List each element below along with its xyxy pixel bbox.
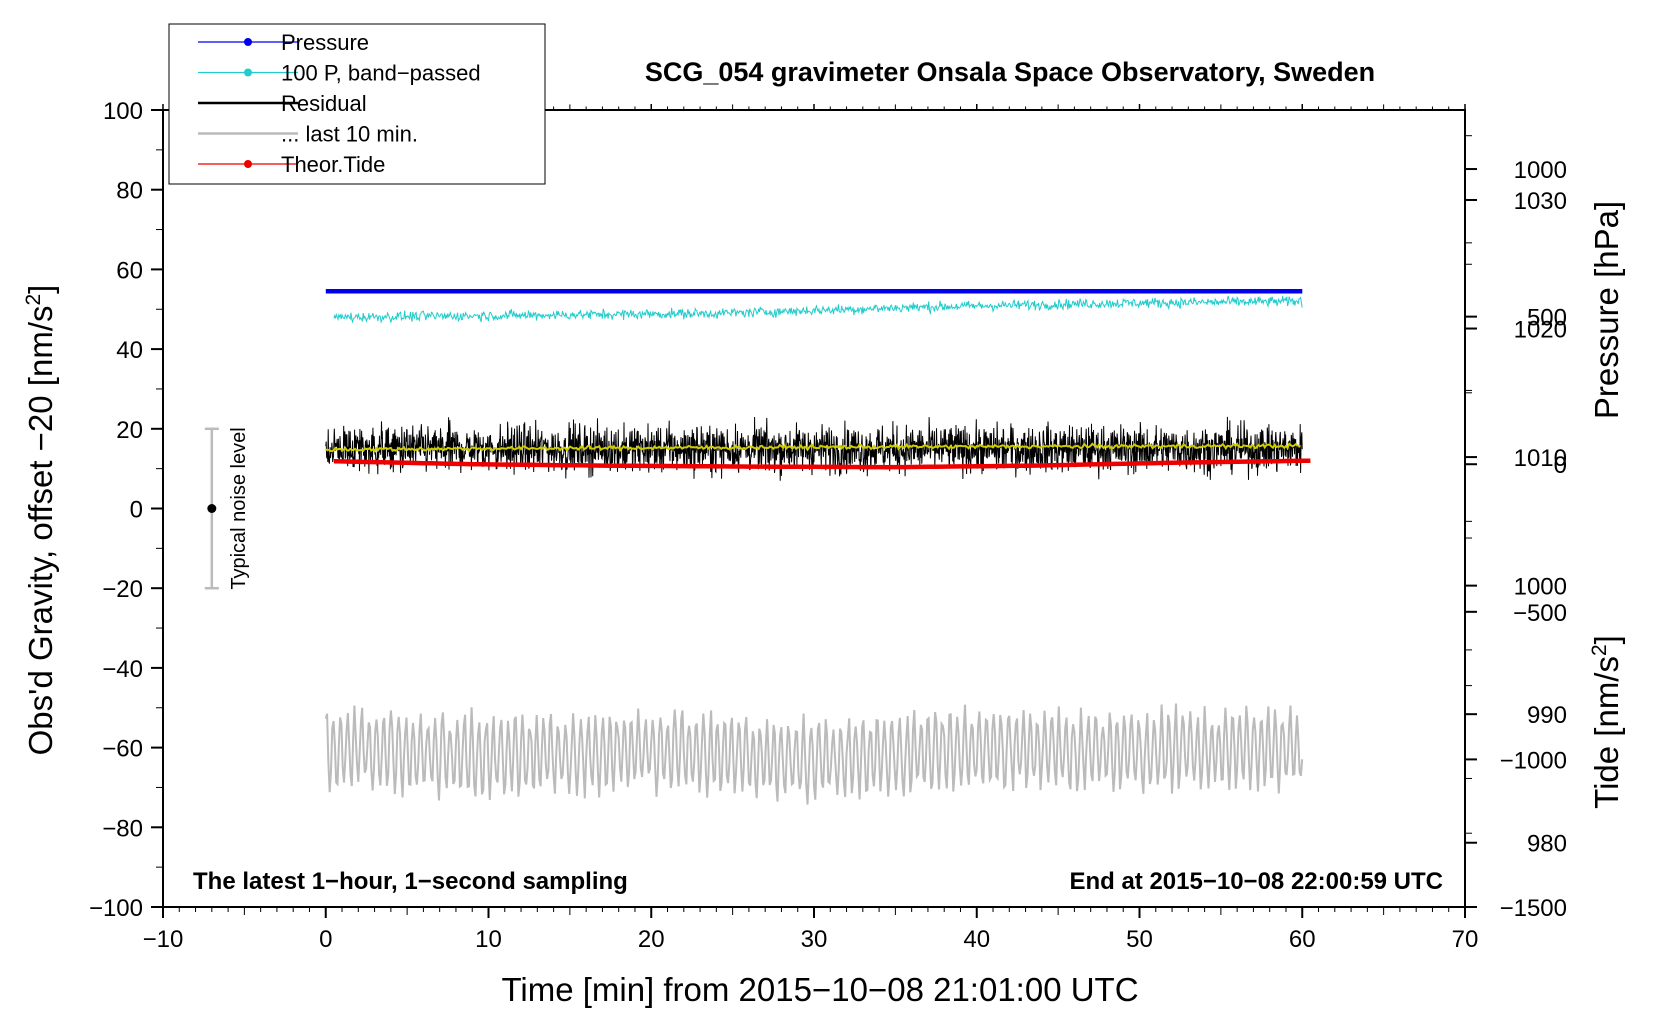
y-left-tick-label: −100 (89, 895, 143, 922)
y-pressure-tick-label: 1010 (1514, 445, 1567, 472)
y-tide-tick-label: 0 (1554, 452, 1567, 479)
x-axis-title: Time [min] from 2015−10−08 21:01:00 UTC (501, 971, 1138, 1008)
x-tick-label: 0 (319, 926, 332, 953)
y-left-tick-label: 100 (103, 98, 143, 125)
y-tide-tick-label: 1000 (1514, 157, 1567, 184)
axes-layer: −10 0 10 20 30 40 50 60 70100806040200−20−40−60−… (89, 98, 1567, 953)
y-axis-left-title-close: ] (22, 285, 59, 294)
y-left-tick-label: 80 (116, 178, 143, 205)
series-residual-mean (325, 442, 1301, 453)
x-tick-label: 60 (1289, 926, 1316, 953)
y-tide-tick-label: −500 (1513, 600, 1567, 627)
series-theor-tide (333, 458, 1311, 470)
x-tick-label: 20 (638, 926, 665, 953)
y-axis-tide-title-close: ] (1588, 635, 1625, 644)
y-axis-left-title-main: Obs'd Gravity, offset −20 [nm/s (22, 306, 59, 756)
noise-level-label: Typical noise level (228, 427, 250, 589)
noise-bar-center-dot (207, 504, 217, 513)
y-axis-tide-title-sup: 2 (1588, 644, 1611, 656)
series-band-passed (333, 295, 1303, 324)
x-tick-label: 10 (475, 926, 502, 953)
y-tide-tick-label: −1000 (1500, 747, 1567, 774)
labels-layer: SCG_054 gravimeter Onsala Space Observat… (22, 57, 1625, 1008)
series-layer: Typical noise level (204, 289, 1311, 805)
y-pressure-tick-label: 980 (1527, 831, 1567, 858)
annotation-right: End at 2015−10−08 22:00:59 UTC (1069, 868, 1443, 895)
chart-title: SCG_054 gravimeter Onsala Space Observat… (645, 57, 1375, 87)
legend-marker (244, 68, 252, 77)
y-tide-tick-label: −1500 (1500, 895, 1567, 922)
legend-label: Pressure (281, 30, 369, 55)
legend-label: Residual (281, 91, 367, 116)
legend-label: ... last 10 min. (281, 122, 418, 147)
x-tick-label: 30 (801, 926, 828, 953)
y-pressure-tick-label: 990 (1527, 702, 1567, 729)
x-tick-label: 50 (1126, 926, 1153, 953)
legend-label: Theor.Tide (281, 152, 385, 177)
y-left-tick-label: 60 (116, 257, 143, 284)
y-pressure-tick-label: 1030 (1514, 188, 1567, 215)
y-left-tick-label: −40 (102, 656, 143, 683)
series-residual (325, 416, 1303, 481)
x-tick-label: 40 (963, 926, 990, 953)
y-axis-pressure-title: Pressure [hPa] (1588, 201, 1625, 419)
legend-marker (244, 38, 252, 46)
legend-marker (244, 160, 252, 168)
y-axis-left-title: Obs'd Gravity, offset −20 [nm/s2] (22, 285, 59, 756)
y-left-tick-label: 0 (130, 497, 143, 524)
x-tick-label: 70 (1452, 926, 1479, 953)
legend: Pressure 100 P, band−passed Residual ... la… (168, 23, 546, 185)
y-pressure-tick-label: 1000 (1514, 574, 1567, 601)
y-left-tick-label: 20 (116, 417, 143, 444)
y-tide-tick-label: 500 (1527, 305, 1567, 332)
x-tick-label: −10 (143, 926, 184, 953)
series-last-10-min (324, 703, 1304, 805)
y-left-tick-label: −60 (102, 736, 143, 763)
y-left-tick-label: −80 (102, 815, 143, 842)
y-left-tick-label: −20 (102, 576, 143, 603)
y-axis-left-title-sup: 2 (22, 294, 45, 306)
legend-label: 100 P, band−passed (281, 61, 481, 86)
y-left-tick-label: 40 (116, 337, 143, 364)
annotation-left: The latest 1−hour, 1−second sampling (193, 868, 628, 895)
y-axis-tide-title: Tide [nm/s2] (1588, 635, 1625, 809)
y-pressure-tick-label: 1020 (1514, 317, 1567, 344)
y-axis-tide-title-main: Tide [nm/s (1588, 656, 1625, 809)
